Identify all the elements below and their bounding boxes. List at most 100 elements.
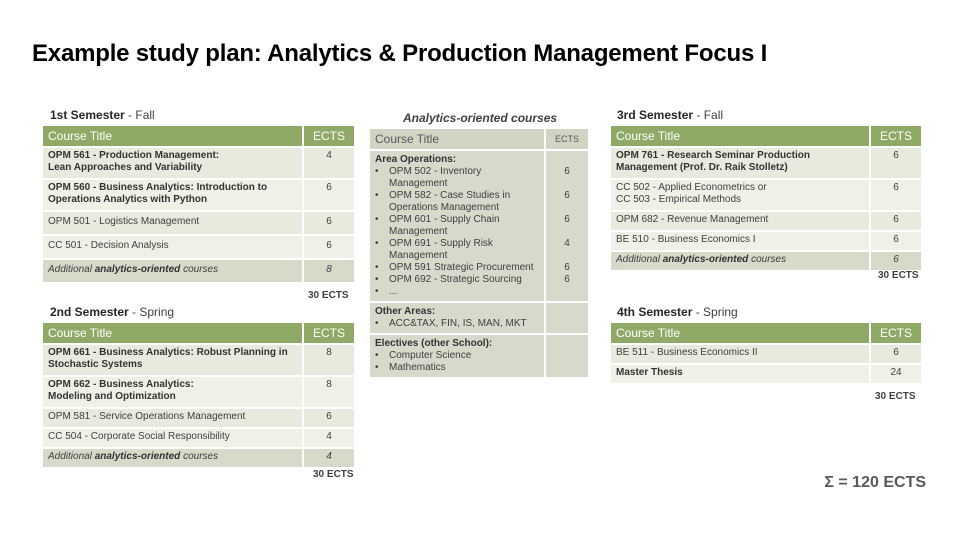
semester-3-table: Course Title ECTS OPM 761 - Research Sem…: [609, 124, 923, 272]
ects-cell: 8: [304, 260, 354, 282]
electives-heading: Electives (other School):: [375, 338, 493, 349]
semester-2-table: Course Title ECTS OPM 661 - Business Ana…: [41, 321, 356, 469]
course-cell: OPM 662 - Business Analytics: Modeling an…: [43, 377, 302, 407]
ects-cell: 8: [304, 377, 354, 407]
ects-cell: 6: [871, 212, 921, 230]
course-cell: BE 511 - Business Economics II: [611, 345, 869, 363]
course-cell: Additional analytics-oriented courses: [43, 449, 302, 467]
semester-2-title: 2nd Semester - Spring: [50, 305, 174, 319]
ects-cell: 6: [871, 345, 921, 363]
ects-cell: 24: [871, 365, 921, 383]
area-operations-heading: Area Operations:: [375, 154, 457, 165]
table-row: BE 511 - Business Economics II 6: [611, 345, 921, 363]
course-cell: CC 502 - Applied Econometrics or CC 503 -…: [611, 180, 869, 210]
ects-cell: 6: [871, 252, 921, 270]
table-row: OPM 560 - Business Analytics: Introducti…: [43, 180, 354, 210]
page-title: Example study plan: Analytics & Producti…: [32, 40, 768, 67]
list-item: • OPM 691 - Supply Risk Management: [375, 238, 493, 261]
list-item: • OPM 582 - Case Studies in Operations Ma…: [375, 190, 511, 213]
ects-header: ECTS: [871, 323, 921, 343]
ects-cell: 8: [304, 345, 354, 375]
list-item: • Mathematics: [375, 362, 446, 373]
table-row: OPM 581 - Service Operations Management …: [43, 409, 354, 427]
table-row: OPM 561 - Production Management: Lean App…: [43, 148, 354, 178]
ects-cell: [546, 335, 588, 377]
ects-cell: 6: [871, 180, 921, 210]
course-cell: OPM 682 - Revenue Management: [611, 212, 869, 230]
course-cell: Additional analytics-oriented courses: [43, 260, 302, 282]
list-item: • Computer Science: [375, 350, 472, 361]
course-cell: OPM 581 - Service Operations Management: [43, 409, 302, 427]
semester-4-name: 4th Semester: [617, 305, 693, 319]
ects-cell: 6: [304, 212, 354, 234]
list-item: •...: [375, 286, 398, 297]
other-areas-row: Other Areas: • ACC&TAX, FIN, IS, MAN, MKT: [370, 303, 588, 333]
list-item: • OPM 601 - Supply Chain Management: [375, 214, 500, 237]
other-areas-cell: Other Areas: • ACC&TAX, FIN, IS, MAN, MKT: [370, 303, 544, 333]
table-row: CC 502 - Applied Econometrics or CC 503 -…: [611, 180, 921, 210]
course-cell: OPM 561 - Production Management: Lean App…: [43, 148, 302, 178]
table-row: OPM 761 - Research Seminar Production Man…: [611, 148, 921, 178]
table-row: OPM 662 - Business Analytics: Modeling an…: [43, 377, 354, 407]
ects-header: ECTS: [546, 129, 588, 149]
semester-3-total: 30 ECTS: [878, 270, 919, 281]
ects-cell: 6: [871, 232, 921, 250]
ects-cell: 4: [304, 429, 354, 447]
ects-cell: 6 6 6 4 6 6: [546, 151, 588, 301]
ects-header: ECTS: [304, 323, 354, 343]
course-title-header: Course Title: [43, 323, 302, 343]
table-row: OPM 501 - Logistics Management 6: [43, 212, 354, 234]
course-cell: OPM 501 - Logistics Management: [43, 212, 302, 234]
course-cell: CC 504 - Corporate Social Responsibility: [43, 429, 302, 447]
ects-header: ECTS: [871, 126, 921, 146]
table-row: Master Thesis 24: [611, 365, 921, 383]
ects-cell: [546, 303, 588, 333]
table-row-additional: Additional analytics-oriented courses 4: [43, 449, 354, 467]
semester-4-title: 4th Semester - Spring: [617, 305, 738, 319]
semester-3-title: 3rd Semester - Fall: [617, 108, 723, 122]
electives-cell: Electives (other School): • Computer Scie…: [370, 335, 544, 377]
course-cell: Master Thesis: [611, 365, 869, 383]
list-item: • OPM 591 Strategic Procurement: [375, 262, 534, 273]
semester-1-name: 1st Semester: [50, 108, 125, 122]
semester-2-total: 30 ECTS: [313, 469, 354, 480]
table-row: CC 504 - Corporate Social Responsibility…: [43, 429, 354, 447]
other-areas-heading: Other Areas:: [375, 306, 436, 317]
course-title-header: Course Title: [611, 323, 869, 343]
table-row: OPM 661 - Business Analytics: Robust Pla…: [43, 345, 354, 375]
course-cell: OPM 661 - Business Analytics: Robust Pla…: [43, 345, 302, 375]
ects-cell: 4: [304, 148, 354, 178]
ects-cell: 6: [871, 148, 921, 178]
table-row-additional: Additional analytics-oriented courses 8: [43, 260, 354, 282]
semester-1-term: - Fall: [124, 108, 155, 122]
list-item: • OPM 502 - Inventory Management: [375, 166, 482, 189]
ects-cell: 4: [304, 449, 354, 467]
total-ects-sum: Σ = 120 ECTS: [824, 474, 926, 491]
table-row: OPM 682 - Revenue Management 6: [611, 212, 921, 230]
semester-1-total: 30 ECTS: [308, 290, 349, 301]
area-operations-row: Area Operations: • OPM 502 - Inventory Ma…: [370, 151, 588, 301]
semester-3-term: - Fall: [693, 108, 724, 122]
semester-4-term: - Spring: [692, 305, 738, 319]
list-item: • OPM 692 - Strategic Sourcing: [375, 274, 522, 285]
semester-1-title: 1st Semester - Fall: [50, 108, 155, 122]
area-operations-cell: Area Operations: • OPM 502 - Inventory Ma…: [370, 151, 544, 301]
course-cell: CC 501 - Decision Analysis: [43, 236, 302, 258]
semester-4-table: Course Title ECTS BE 511 - Business Econ…: [609, 321, 923, 385]
course-cell: OPM 560 - Business Analytics: Introducti…: [43, 180, 302, 210]
course-title-header: Course Title: [611, 126, 869, 146]
semester-2-name: 2nd Semester: [50, 305, 129, 319]
semester-4-total: 30 ECTS: [875, 391, 916, 402]
table-row: CC 501 - Decision Analysis 6: [43, 236, 354, 258]
course-cell: OPM 761 - Research Seminar Production Man…: [611, 148, 869, 178]
table-row: BE 510 - Business Economics I 6: [611, 232, 921, 250]
ects-header: ECTS: [304, 126, 354, 146]
ects-cell: 6: [304, 180, 354, 210]
electives-row: Electives (other School): • Computer Scie…: [370, 335, 588, 377]
ects-cell: 6: [304, 236, 354, 258]
course-title-header: Course Title: [43, 126, 302, 146]
ects-cell: 6: [304, 409, 354, 427]
analytics-table: Course Title ECTS Area Operations: • OPM …: [368, 127, 590, 379]
semester-2-term: - Spring: [128, 305, 175, 319]
course-cell: Additional analytics-oriented courses: [611, 252, 869, 270]
